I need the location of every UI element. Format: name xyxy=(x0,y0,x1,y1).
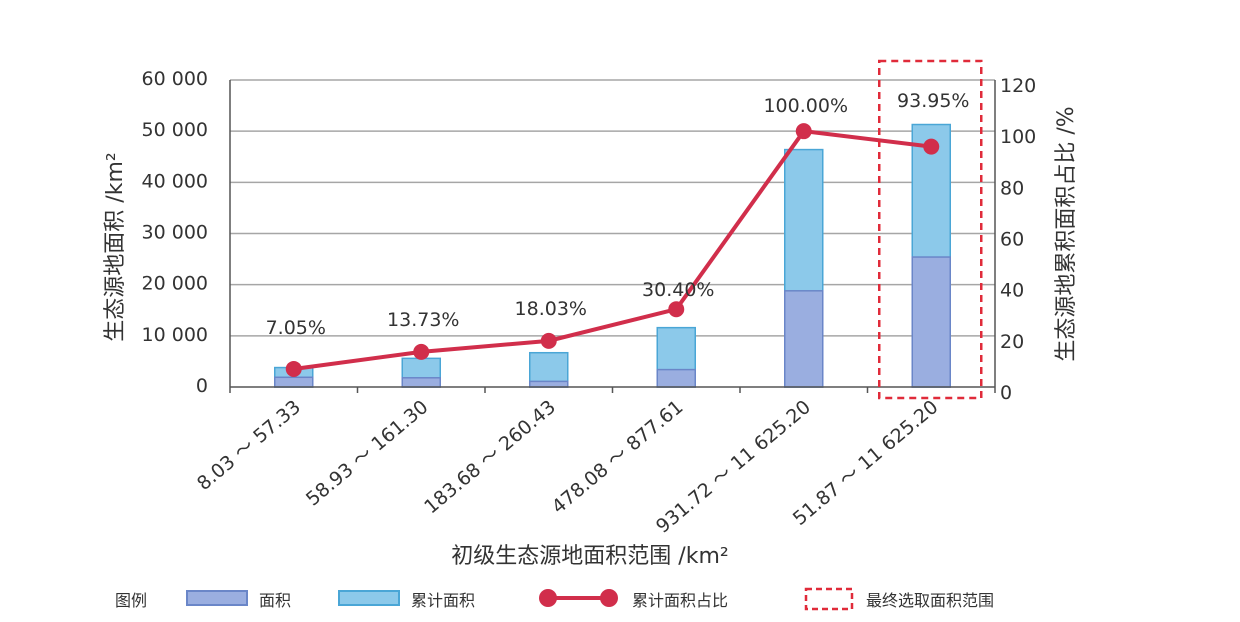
cumulative-share-point xyxy=(413,343,430,360)
data-labels: 7.05% 13.73% 18.03% 30.40% 100.00% 93.95% xyxy=(266,59,983,400)
x-axis-title: 初级生态源地面积范围 /km² xyxy=(451,544,728,569)
legend-swatch-area xyxy=(186,590,248,606)
cumulative-share-point xyxy=(285,360,302,377)
y-tick-label: 50 000 xyxy=(142,119,208,141)
share-data-label: 93.95% xyxy=(897,90,969,112)
y2-tick-label: 100 xyxy=(1000,126,1036,148)
bar-area xyxy=(911,256,951,388)
cumulative-share-point xyxy=(923,138,940,155)
x-tick-label: 58.93 ～ 161.30 xyxy=(302,396,433,511)
share-data-label: 30.40% xyxy=(642,279,714,301)
y-tick-label: 30 000 xyxy=(142,222,208,244)
y2-tick-label: 60 xyxy=(1000,229,1024,251)
bar-area xyxy=(529,380,569,388)
cumulative-share-point xyxy=(668,301,685,318)
y2-tick-label: 40 xyxy=(1000,280,1024,302)
y2-tick-label: 20 xyxy=(1000,331,1024,353)
legend-marker-left xyxy=(539,589,557,607)
legend-swatch-highlight xyxy=(804,587,854,611)
share-data-label: 7.05% xyxy=(266,317,326,339)
gridlines xyxy=(230,79,995,337)
legend-swatch-cumulative xyxy=(338,590,400,606)
legend-title: 图例 xyxy=(115,591,147,610)
x-tick-label: 478.08 ～ 877.61 xyxy=(548,396,688,518)
y2-tick-label: 120 xyxy=(1000,75,1036,97)
y-tick-label: 0 xyxy=(196,375,208,397)
share-data-label: 13.73% xyxy=(387,309,459,331)
tick-labels: 0 10 000 20 000 30 000 40 000 50 000 60 000 0 20… xyxy=(142,68,1037,538)
selected-range-highlight xyxy=(878,59,983,400)
y2-axis-title: 生态源地累积面积占比 /% xyxy=(1054,106,1079,361)
y2-tick-label: 80 xyxy=(1000,177,1024,199)
y-tick-label: 10 000 xyxy=(142,324,208,346)
legend-label-area: 面积 xyxy=(259,591,291,610)
y-axis-title: 生态源地面积 /km² xyxy=(103,152,128,341)
x-tick-label: 8.03 ～ 57.33 xyxy=(193,396,305,495)
legend-label-share: 累计面积占比 xyxy=(632,591,728,610)
axes xyxy=(229,80,996,393)
x-tick-label: 51.87 ～ 11 625.20 xyxy=(789,396,943,530)
bar-area xyxy=(274,376,314,388)
x-tick-label: 183.68 ～ 260.43 xyxy=(420,396,560,518)
y-tick-label: 20 000 xyxy=(142,273,208,295)
bar-area xyxy=(401,377,441,388)
cumulative-share-polyline xyxy=(293,129,932,371)
bars xyxy=(274,123,951,388)
bar-area xyxy=(784,290,824,388)
cumulative-share-point xyxy=(795,123,812,140)
legend-marker-right xyxy=(600,589,618,607)
legend-label-cumulative: 累计面积 xyxy=(411,591,475,610)
legend: 图例 面积 累计面积 累计面积占比 最终选取面积范围 xyxy=(115,587,994,611)
cumulative-share-line xyxy=(285,123,940,377)
share-data-label: 100.00% xyxy=(763,95,848,117)
y2-tick-label: 0 xyxy=(1000,382,1012,404)
y-tick-label: 40 000 xyxy=(142,170,208,192)
share-data-label: 18.03% xyxy=(515,298,587,320)
legend-label-highlight: 最终选取面积范围 xyxy=(866,591,994,610)
cumulative-share-point xyxy=(540,332,557,349)
y-tick-label: 60 000 xyxy=(142,68,208,90)
bar-area xyxy=(656,368,696,388)
